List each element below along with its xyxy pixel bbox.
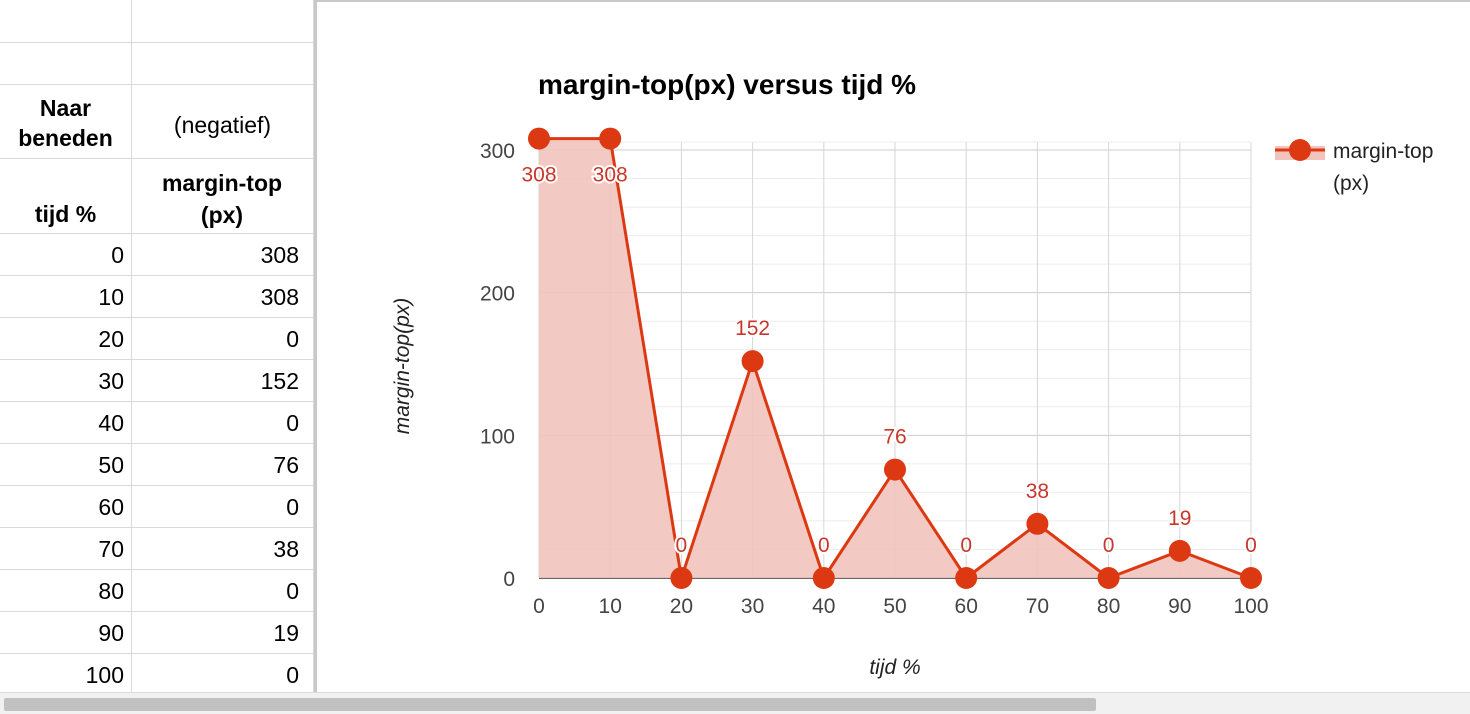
cell-tijd[interactable]: 40 [98, 410, 124, 436]
x-tick-label: 40 [812, 595, 835, 618]
row-divider [0, 401, 314, 402]
cell-margin-top[interactable]: 0 [286, 578, 299, 604]
cell-tijd[interactable]: 80 [98, 578, 124, 604]
x-tick-label: 80 [1097, 595, 1120, 618]
data-point-80 [1097, 567, 1120, 589]
cell-margin-top[interactable]: 308 [260, 242, 299, 268]
data-label-60: 0 [960, 534, 972, 557]
row-divider [0, 275, 314, 276]
x-tick-label: 0 [533, 595, 545, 618]
row-divider [0, 158, 314, 159]
x-tick-label: 70 [1026, 595, 1049, 618]
data-label-0: 308 [521, 164, 556, 187]
cell-tijd[interactable]: 70 [98, 536, 124, 562]
data-point-40 [812, 567, 835, 589]
area-chart[interactable]: margin-top(px) versus tijd % 308 30801520… [317, 2, 1470, 692]
cell-margin-top[interactable]: 308 [260, 284, 299, 310]
row-divider [0, 317, 314, 318]
data-point-0 [528, 127, 550, 150]
header-cell-naar-beneden[interactable]: Naar beneden [18, 95, 113, 151]
cell-tijd[interactable]: 0 [111, 242, 124, 268]
cell-margin-top[interactable]: 0 [286, 410, 299, 436]
y-tick-label: 100 [480, 425, 515, 448]
data-label-30: 152 [735, 317, 770, 340]
x-tick-label: 30 [741, 595, 764, 618]
data-label-100: 0 [1245, 534, 1257, 557]
data-point-60 [955, 567, 978, 589]
x-tick-label: 100 [1233, 595, 1268, 618]
row-divider [0, 233, 314, 234]
cell-margin-top[interactable]: 0 [286, 662, 299, 688]
cell-margin-top[interactable]: 38 [273, 536, 299, 562]
cell-margin-top[interactable]: 152 [260, 368, 299, 394]
data-point-30 [741, 350, 764, 373]
x-axis-ticks: 0 10 20 30 40 50 60 70 80 90 100 [533, 595, 1268, 618]
cell-tijd[interactable]: 60 [98, 494, 124, 520]
data-point-90 [1168, 539, 1191, 562]
x-tick-label: 90 [1168, 595, 1191, 618]
y-tick-label: 0 [503, 568, 515, 591]
column-label-tijd[interactable]: tijd % [34, 201, 97, 227]
horizontal-scrollbar[interactable] [0, 692, 1470, 714]
row-divider [0, 443, 314, 444]
legend-label: margin-top (px) [1333, 140, 1433, 195]
spreadsheet: Naar beneden (negatief) tijd % margin-to… [0, 0, 314, 692]
cell-tijd[interactable]: 20 [98, 326, 124, 352]
row-divider [0, 359, 314, 360]
data-point-50 [884, 458, 906, 481]
header-cell-negatief[interactable]: (negatief) [173, 112, 272, 138]
data-label-40: 0 [818, 534, 830, 557]
data-labels: 308 308 0 152 0 76 0 38 0 19 0 [519, 162, 1258, 559]
row-divider [0, 611, 314, 612]
cell-tijd[interactable]: 90 [98, 620, 124, 646]
row-divider [0, 653, 314, 654]
cell-margin-top[interactable]: 76 [273, 452, 299, 478]
scrollbar-thumb[interactable] [4, 698, 1096, 711]
x-tick-label: 60 [955, 595, 978, 618]
series-area-fill [539, 138, 1251, 578]
cell-tijd[interactable]: 50 [98, 452, 124, 478]
cell-margin-top[interactable]: 0 [286, 494, 299, 520]
row-divider [0, 84, 314, 85]
cell-margin-top[interactable]: 19 [273, 620, 299, 646]
x-axis-title: tijd % [869, 656, 920, 679]
cell-tijd[interactable]: 30 [98, 368, 124, 394]
sheet-chart-divider [314, 0, 317, 692]
data-point-70 [1026, 512, 1049, 535]
data-point-20 [670, 567, 693, 589]
chart-top-border [317, 0, 1470, 2]
column-label-margin-top[interactable]: margin-top (px) [161, 170, 283, 228]
data-point-100 [1240, 567, 1262, 589]
data-label-70: 38 [1026, 480, 1049, 503]
x-tick-label: 50 [883, 595, 906, 618]
cell-margin-top[interactable]: 0 [286, 326, 299, 352]
chart-legend[interactable]: margin-top (px) [1275, 139, 1433, 195]
row-divider [0, 485, 314, 486]
data-points [528, 127, 1262, 589]
y-axis-title: margin-top(px) [391, 298, 414, 435]
y-tick-label: 300 [480, 140, 515, 163]
data-label-90: 19 [1168, 507, 1191, 530]
cell-tijd[interactable]: 100 [85, 662, 124, 688]
row-divider [0, 527, 314, 528]
column-divider [313, 0, 314, 692]
row-divider [0, 569, 314, 570]
column-divider [131, 0, 132, 692]
cell-tijd[interactable]: 10 [98, 284, 124, 310]
data-label-10: 308 [593, 164, 628, 187]
data-point-10 [599, 127, 622, 150]
row-divider [0, 42, 314, 43]
data-label-20: 0 [676, 534, 688, 557]
x-tick-label: 10 [599, 595, 622, 618]
x-tick-label: 20 [670, 595, 693, 618]
y-tick-label: 200 [480, 283, 515, 306]
data-label-50: 76 [883, 426, 906, 449]
chart-title: margin-top(px) versus tijd % [538, 69, 916, 100]
legend-marker [1289, 139, 1311, 161]
y-axis-ticks: 0 100 200 300 [480, 140, 515, 591]
data-label-80: 0 [1103, 534, 1115, 557]
